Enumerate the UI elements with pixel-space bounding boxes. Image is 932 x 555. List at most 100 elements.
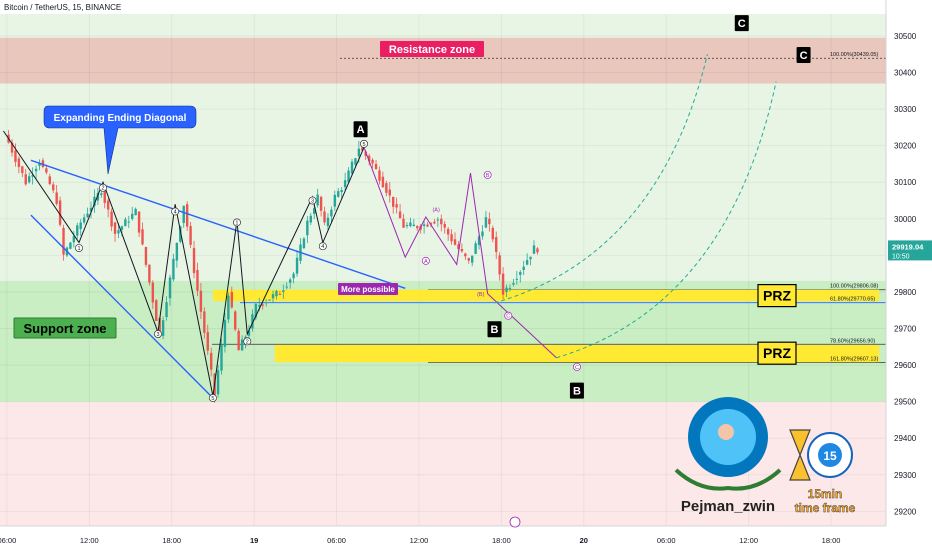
time-tick-label: 20 (580, 536, 588, 545)
candle-body (89, 207, 93, 212)
wxy-point-label: A (424, 259, 428, 265)
current-price-countdown: 10:50 (892, 253, 910, 260)
candle-body (14, 150, 17, 162)
candle-body (402, 218, 405, 228)
candle-body (131, 213, 134, 219)
logo-face (718, 424, 734, 440)
price-tick-label: 30300 (894, 105, 917, 114)
candle-body (182, 205, 185, 223)
candle-body (48, 176, 51, 185)
candle-body (141, 229, 144, 245)
diagonal-point-marker (233, 218, 241, 227)
diagonal-point-label: 4 (321, 244, 324, 250)
candle-body (522, 266, 525, 270)
fib-layer: 100.00%(30439.05) 100.00%(29806.08) 61.80%… (212, 52, 886, 363)
candle-body (529, 256, 532, 260)
candle-body (264, 302, 268, 304)
candle-body (354, 158, 357, 165)
support-zone (0, 280, 886, 402)
price-tick-label: 29800 (894, 288, 917, 297)
expanding-diagonal-label: Expanding Ending Diagonal (54, 113, 187, 124)
diagonal-point-label: 5 (362, 142, 365, 148)
diagonal-point-marker (75, 244, 83, 253)
hourglass-icon (789, 429, 811, 481)
candle-body (168, 277, 172, 299)
diagonal-point-marker (360, 139, 368, 148)
diagonal-point-label: 3 (311, 199, 314, 205)
candle-body (144, 247, 148, 265)
candle-body (151, 282, 155, 303)
candle-body (209, 352, 213, 370)
candle-body (247, 330, 251, 336)
diagonal-point-marker (308, 196, 317, 205)
diagonal-upper-line (30, 159, 406, 289)
candle-body (426, 224, 429, 227)
candle-body (409, 222, 412, 227)
annotations-layer: Resistance zone Support zone Expanding End… (13, 41, 797, 365)
more-possible-box (338, 283, 398, 295)
candle-body (374, 163, 378, 170)
candle-body (416, 226, 419, 229)
wxy-point-label: B (486, 173, 490, 179)
current-price-value: 29919.04 (892, 242, 924, 251)
time-tick-label: 06:00 (327, 536, 346, 545)
prz-label: PRZ (763, 345, 791, 361)
price-tick-label: 29400 (894, 434, 917, 443)
candle-body (76, 225, 79, 236)
candle-body (155, 300, 158, 321)
candle-body (512, 283, 515, 285)
candle-body (422, 224, 426, 227)
candle-body (275, 290, 278, 297)
candle-body (306, 220, 309, 236)
wave-letter-box (353, 121, 368, 138)
candle-body (72, 236, 76, 243)
flash-icon (509, 516, 521, 528)
price-axis-bg (886, 0, 932, 550)
candle-body (498, 255, 501, 275)
wxy-point-marker (504, 311, 513, 320)
wave-letter-text: B (491, 324, 499, 336)
candle-body (481, 231, 484, 237)
candle-body (62, 227, 65, 255)
candle-body (446, 229, 450, 235)
price-tick-label: 29200 (894, 507, 917, 516)
candle-body (326, 217, 330, 227)
candle-body (278, 294, 282, 296)
price-tick-label: 30400 (894, 69, 917, 78)
candle-body (519, 272, 522, 275)
wave-letter-box (734, 15, 749, 32)
fib-label: 161.80%(29607.13) (830, 356, 878, 362)
candle-body (196, 270, 199, 291)
candle-body (134, 208, 137, 216)
candle-body (457, 244, 460, 250)
candle-body (165, 302, 168, 318)
candle-body (467, 258, 470, 261)
author-name: Pejman_zwin (681, 498, 775, 515)
candle-body (505, 287, 508, 292)
candle-body (261, 304, 264, 306)
time-tick-label: 19 (250, 536, 258, 545)
prz-label: PRZ (763, 288, 791, 304)
candle-body (395, 204, 398, 208)
candle-body (55, 192, 58, 204)
candle-body (240, 339, 244, 351)
time-tick-label: 18:00 (822, 536, 841, 545)
candle-body (237, 330, 240, 351)
candle-body (110, 211, 113, 227)
candle-body (381, 176, 385, 188)
price-tick-label: 30000 (894, 215, 917, 224)
price-tick-label: 30100 (894, 178, 917, 187)
candle-body (433, 221, 436, 224)
candles-layer (7, 130, 539, 403)
candle-body (460, 248, 464, 252)
wave-letter-text: A (357, 124, 365, 136)
candle-body (525, 260, 529, 265)
candle-body (285, 286, 288, 288)
timeframe-text-2: time frame (795, 501, 856, 515)
candle-body (148, 264, 151, 283)
candle-body (450, 234, 453, 242)
candle-body (392, 196, 395, 207)
candle-body (199, 290, 203, 312)
wxy-point-label: C (575, 365, 579, 371)
